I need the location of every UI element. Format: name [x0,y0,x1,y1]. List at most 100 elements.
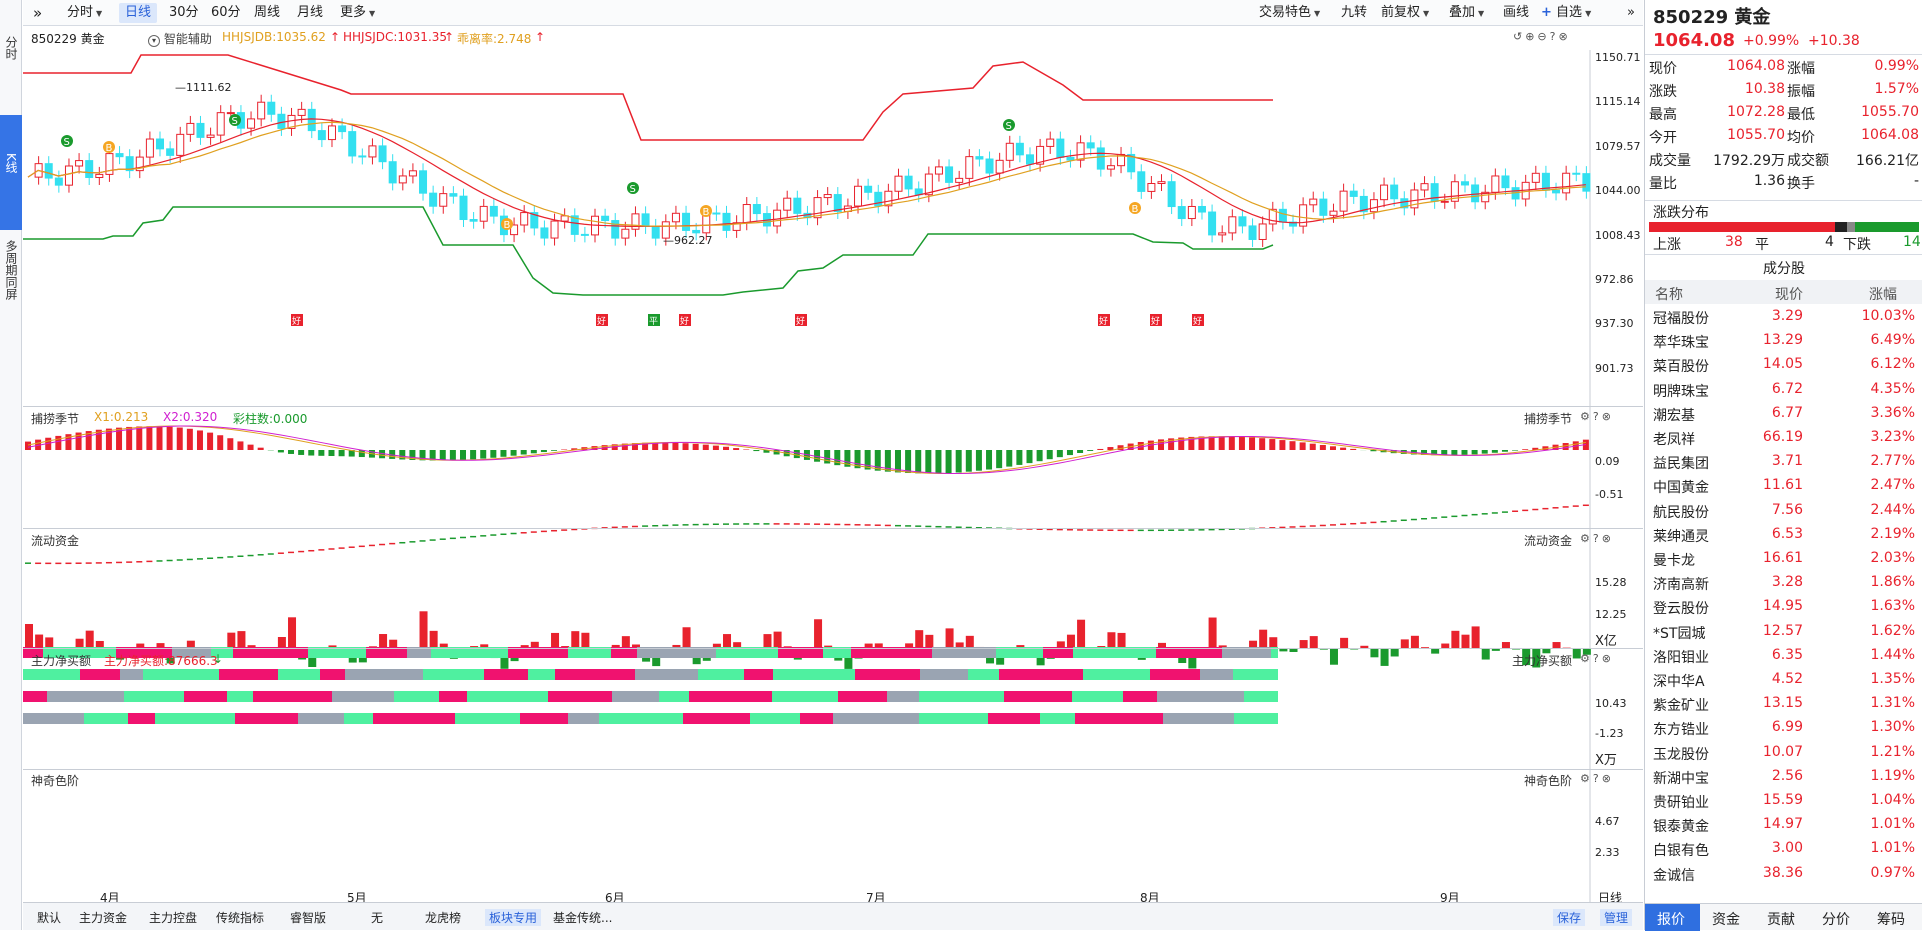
gear-icon[interactable]: ⚙?⊗ [1580,772,1614,785]
component-cell[interactable]: 莱绅通灵 [1653,526,1709,546]
tab-quote[interactable]: 报价 [1657,909,1685,929]
component-cell[interactable]: 3.23% [1815,429,1915,445]
expand-icon[interactable]: » [27,3,48,23]
component-cell[interactable]: 11.61 [1735,477,1803,493]
component-cell[interactable]: 2.47% [1815,477,1915,493]
tab-weekly[interactable]: 周线 [248,3,286,23]
component-cell[interactable]: 6.72 [1735,381,1803,397]
draw-button[interactable]: 画线 [1497,3,1535,23]
component-cell[interactable]: 1.63% [1815,598,1915,614]
component-cell[interactable]: 3.29 [1735,308,1803,324]
component-cell[interactable]: 1.04% [1815,792,1915,808]
component-cell[interactable]: 1.44% [1815,647,1915,663]
component-cell[interactable]: 中国黄金 [1653,477,1709,497]
component-cell[interactable]: 济南高新 [1653,574,1709,594]
tab-dragon-tiger[interactable]: 龙虎榜 [425,909,461,926]
component-cell[interactable]: 东方锆业 [1653,719,1709,739]
component-cell[interactable]: 1.35% [1815,671,1915,687]
component-cell[interactable]: 1.86% [1815,574,1915,590]
component-cell[interactable]: 潮宏基 [1653,405,1695,425]
component-cell[interactable]: 10.03% [1815,308,1915,324]
component-cell[interactable]: *ST园城 [1653,623,1705,643]
component-cell[interactable]: 1.62% [1815,623,1915,639]
component-cell[interactable]: 6.35 [1735,647,1803,663]
component-cell[interactable]: 贵研铂业 [1653,792,1709,812]
tab-60min[interactable]: 60分 [205,3,247,23]
component-cell[interactable]: 7.56 [1735,502,1803,518]
component-cell[interactable]: 1.01% [1815,840,1915,856]
tab-fund[interactable]: 基金传统... [553,909,612,926]
gear-icon[interactable]: ⚙?⊗ [1580,410,1614,423]
component-cell[interactable]: 3.00 [1735,840,1803,856]
gear-icon[interactable]: ⚙?⊗ [1580,652,1614,665]
component-cell[interactable]: 6.49% [1815,332,1915,348]
tab-traditional[interactable]: 传统指标 [216,909,264,926]
component-cell[interactable]: 1.19% [1815,768,1915,784]
component-cell[interactable]: 13.29 [1735,332,1803,348]
tab-more[interactable]: 更多▼ [334,3,381,23]
component-cell[interactable]: 洛阳钼业 [1653,647,1709,667]
component-cell[interactable]: 老凤祥 [1653,429,1695,449]
component-cell[interactable]: 3.28 [1735,574,1803,590]
component-cell[interactable]: 1.01% [1815,816,1915,832]
component-cell[interactable]: 6.99 [1735,719,1803,735]
component-cell[interactable]: 2.56 [1735,768,1803,784]
component-cell[interactable]: 6.77 [1735,405,1803,421]
component-cell[interactable]: 萃华珠宝 [1653,332,1709,352]
component-cell[interactable]: 6.12% [1815,356,1915,372]
component-cell[interactable]: 10.07 [1735,744,1803,760]
component-cell[interactable]: 3.71 [1735,453,1803,469]
nav-kline[interactable]: K线 [0,115,22,230]
collapse-right-icon[interactable]: » [1621,3,1641,23]
component-cell[interactable]: 4.35% [1815,381,1915,397]
component-cell[interactable]: 冠福股份 [1653,308,1709,328]
component-cell[interactable]: 银泰黄金 [1653,816,1709,836]
component-cell[interactable]: 新湖中宝 [1653,768,1709,788]
tab-none[interactable]: 无 [371,909,383,926]
component-cell[interactable]: 15.59 [1735,792,1803,808]
tab-contrib[interactable]: 贡献 [1767,909,1795,929]
component-cell[interactable]: 2.19% [1815,526,1915,542]
component-cell[interactable]: 2.77% [1815,453,1915,469]
component-cell[interactable]: 1.31% [1815,695,1915,711]
save-button[interactable]: 保存 [1553,909,1585,926]
component-cell[interactable]: 2.03% [1815,550,1915,566]
component-cell[interactable]: 紫金矿业 [1653,695,1709,715]
trade-feature-button[interactable]: 交易特色▼ [1253,3,1326,23]
tab-smart[interactable]: 睿智版 [290,909,326,926]
tab-sector[interactable]: 板块专用 [485,909,541,926]
nav-timeshare[interactable]: 分时 [0,30,22,78]
component-cell[interactable]: 菜百股份 [1653,356,1709,376]
component-cell[interactable]: 玉龙股份 [1653,744,1709,764]
component-cell[interactable]: 16.61 [1735,550,1803,566]
component-cell[interactable]: 白银有色 [1653,840,1709,860]
tab-daily[interactable]: 日线 [119,3,157,23]
component-cell[interactable]: 金诚信 [1653,865,1695,885]
tab-main-funds[interactable]: 主力资金 [79,909,127,926]
component-cell[interactable]: 66.19 [1735,429,1803,445]
watchlist-button[interactable]: + 自选▼ [1535,3,1597,23]
component-cell[interactable]: 航民股份 [1653,502,1709,522]
tab-price-dist[interactable]: 分价 [1822,909,1850,929]
component-cell[interactable]: 12.57 [1735,623,1803,639]
tab-chips[interactable]: 筹码 [1877,909,1905,929]
chart-tools-icons[interactable]: ↺⊕⊖?⊗ [1513,30,1571,43]
manage-button[interactable]: 管理 [1600,909,1632,926]
nine-turn-button[interactable]: 九转 [1335,3,1373,23]
component-cell[interactable]: 明牌珠宝 [1653,381,1709,401]
component-cell[interactable]: 1.30% [1815,719,1915,735]
tab-default[interactable]: 默认 [37,909,61,926]
tab-timeshare[interactable]: 分时▼ [61,3,108,23]
smart-assist-toggle[interactable]: ▾ 智能辅助 [148,30,212,47]
component-cell[interactable]: 6.53 [1735,526,1803,542]
component-cell[interactable]: 2.44% [1815,502,1915,518]
adjust-button[interactable]: 前复权▼ [1375,3,1435,23]
tab-monthly[interactable]: 月线 [291,3,329,23]
component-cell[interactable]: 曼卡龙 [1653,550,1695,570]
component-cell[interactable]: 14.05 [1735,356,1803,372]
component-cell[interactable]: 38.36 [1735,865,1803,881]
tab-main-control[interactable]: 主力控盘 [149,909,197,926]
tab-funds[interactable]: 资金 [1712,909,1740,929]
component-cell[interactable]: 4.52 [1735,671,1803,687]
